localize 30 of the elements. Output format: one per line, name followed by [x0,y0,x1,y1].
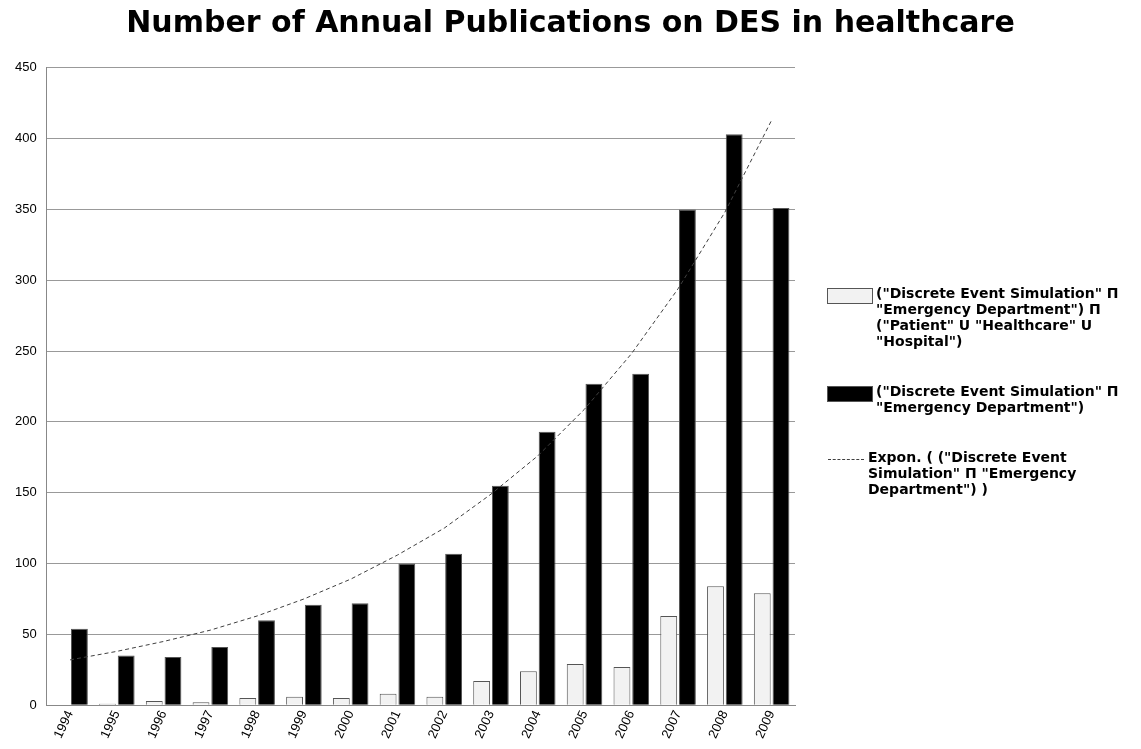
y-tick-label: 450 [14,59,37,75]
legend-label: ("Discrete Event Simulation" Π "Emergency Department") [876,383,1120,415]
x-tick-label: 1997 [190,707,217,741]
y-tick-label: 300 [14,271,37,287]
x-tick-label: 1998 [237,707,264,741]
x-tick-label: 2002 [424,707,451,741]
y-tick-label: 50 [22,625,37,641]
x-tick-label: 1994 [50,707,77,741]
y-tick-label: 350 [14,201,37,217]
x-tick-label: 2008 [704,707,731,741]
legend-label: Expon. ( ("Discrete Event Simulation" Π "Emergency Department") ) [868,449,1078,497]
x-tick-label: 2000 [330,707,357,741]
x-tick-label: 2004 [517,707,544,741]
chart-title: Number of Annual Publications on DES in healthcare [125,4,1016,39]
x-tick-label: 1995 [96,707,123,741]
x-tick-label: 1996 [143,707,170,741]
y-tick-label: 400 [14,130,37,146]
y-tick-label: 250 [14,342,37,358]
x-tick-label: 2007 [658,707,685,741]
x-tick-label: 2005 [564,707,591,741]
y-tick-label: 100 [14,555,37,571]
legend-label: ("Discrete Event Simulation" Π "Emergency Department") Π ("Patient" U "Healthcare" U "Hospital") [876,285,1120,349]
y-tick-label: 200 [14,413,37,429]
x-tick-label: 2006 [611,707,638,741]
x-tick-label: 1999 [284,707,310,741]
y-tick-label: 0 [29,696,37,712]
x-tick-label: 2009 [751,707,778,741]
x-tick-label: 2003 [471,707,497,741]
x-tick-label: 2001 [377,707,404,741]
y-tick-label: 150 [14,484,37,500]
